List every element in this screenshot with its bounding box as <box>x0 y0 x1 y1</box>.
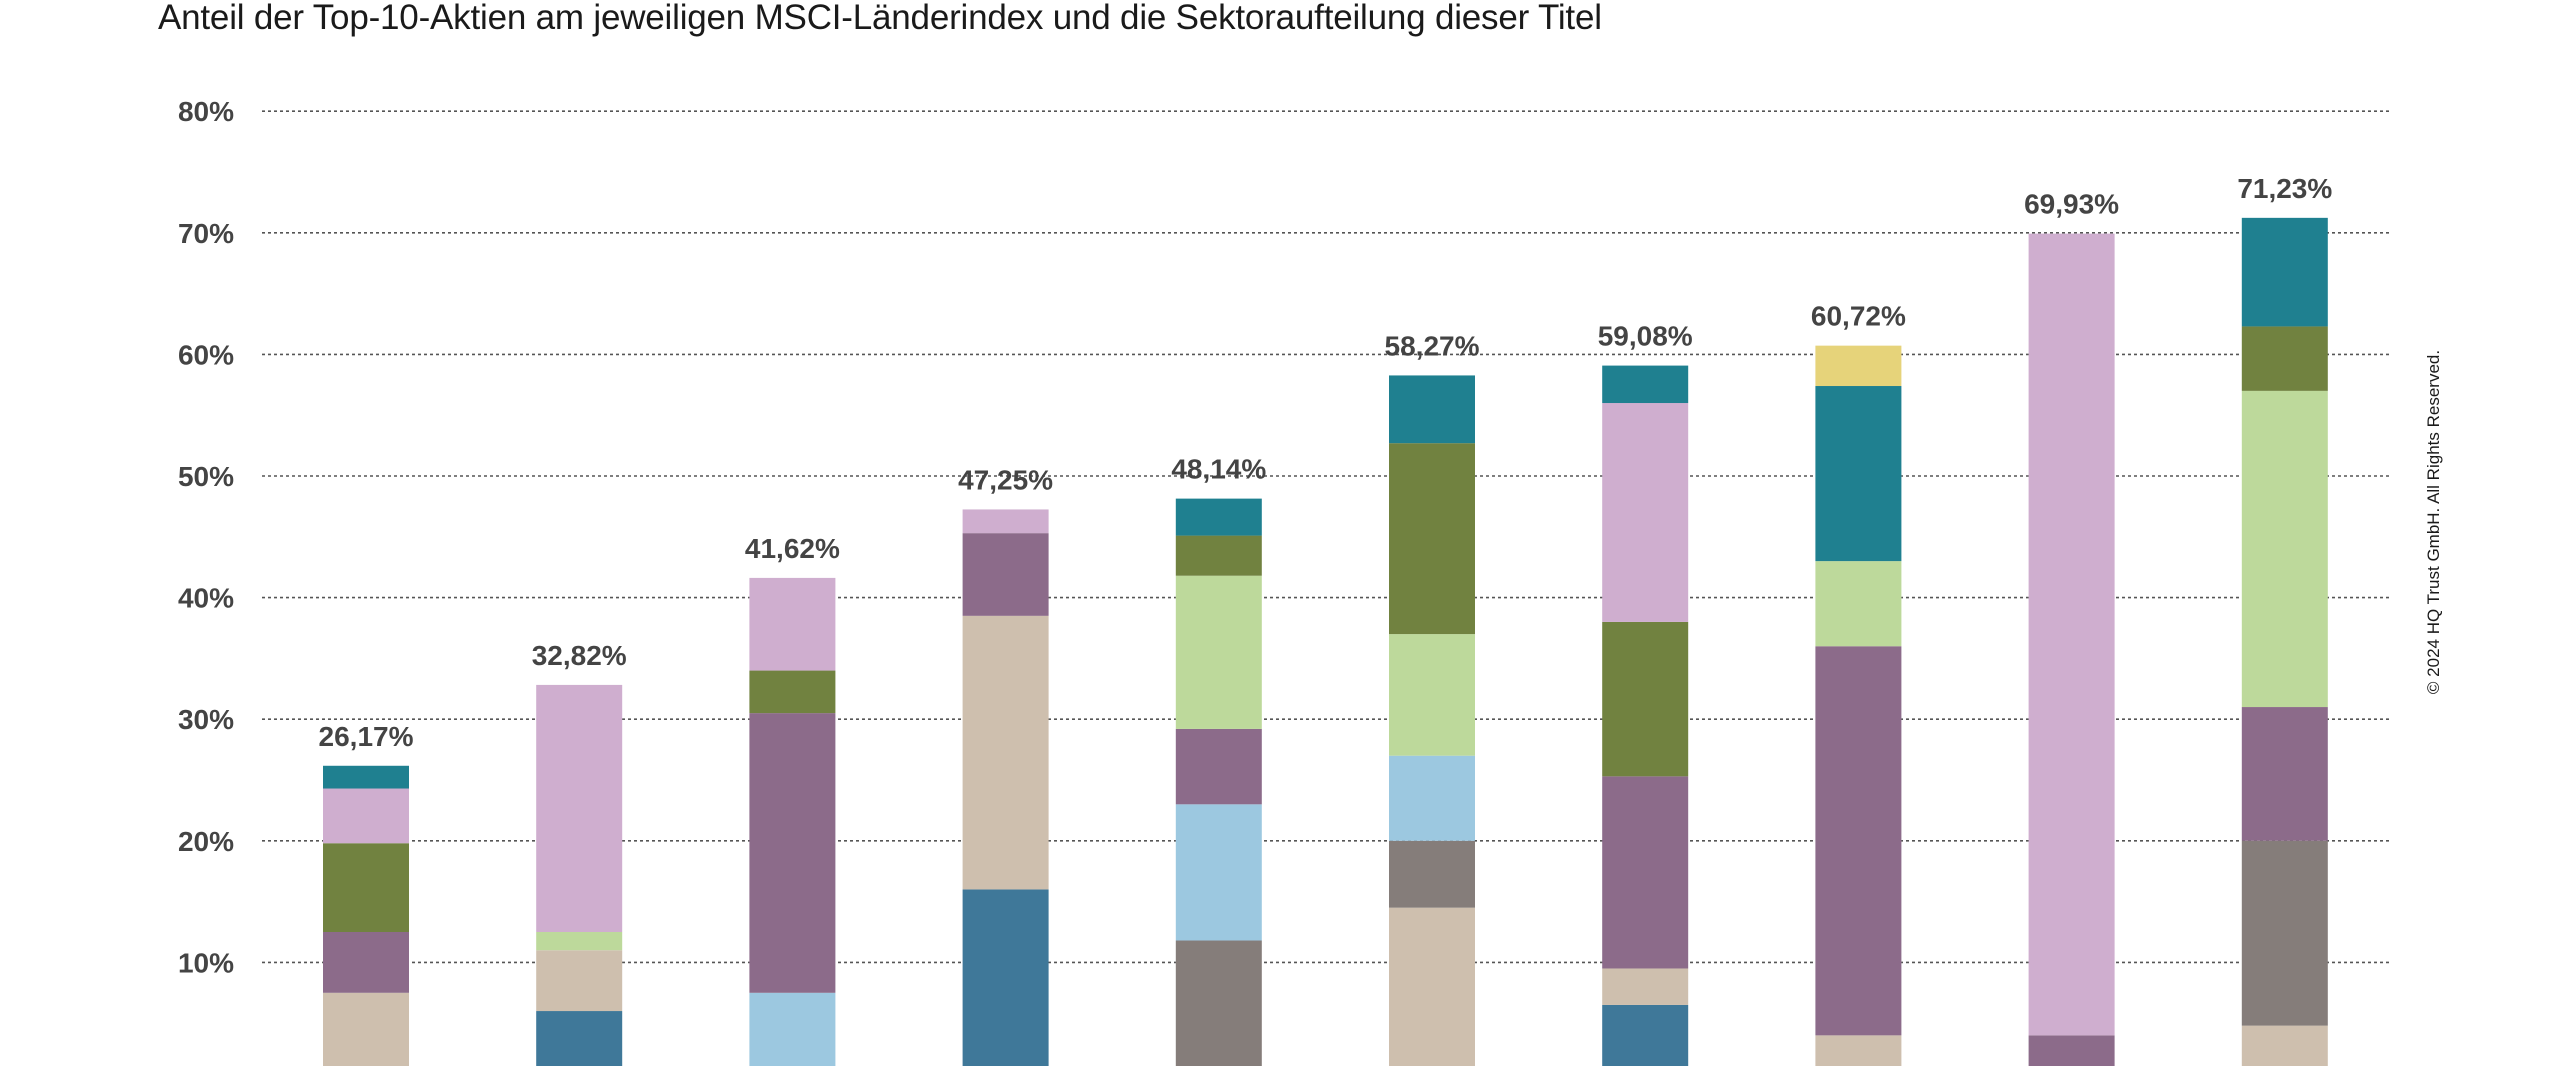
y-axis-ticks: 10% 20% 30% 40% 50% 60% 70% 80% <box>178 96 234 978</box>
bar-4 <box>962 509 1049 1066</box>
bar-3-segment-purple <box>749 713 836 993</box>
y-tick-label: 70% <box>178 218 234 249</box>
bar-3-segment-pink <box>749 577 836 671</box>
y-tick-label: 10% <box>178 947 234 978</box>
bar-10-segment-beige <box>2241 1025 2328 1066</box>
bar-8-segment-lightgreen <box>1815 561 1902 647</box>
bar-7-segment-teal <box>1602 365 1689 404</box>
bar-total-label: 47,25% <box>958 464 1053 495</box>
bar-total-label: 48,14% <box>1171 454 1266 485</box>
bar-total-label: 26,17% <box>319 721 414 752</box>
bar-2 <box>536 684 623 1066</box>
bar-6-segment-green <box>1389 443 1475 635</box>
bar-10 <box>2241 217 2328 1066</box>
bar-10-segment-teal <box>2241 217 2328 327</box>
bar-3-segment-lightblue <box>749 992 836 1066</box>
bar-4-segment-beige <box>962 615 1049 890</box>
bar-7-segment-beige <box>1602 968 1689 1005</box>
bar-5-segment-green <box>1175 535 1262 576</box>
bar-1-segment-green <box>323 843 409 932</box>
bar-total-label: 69,93% <box>2024 189 2119 220</box>
y-tick-label: 60% <box>178 339 234 370</box>
bar-8-segment-purple <box>1815 646 1902 1036</box>
bar-10-segment-lightgreen <box>2241 390 2328 708</box>
bar-6-segment-lightblue <box>1389 755 1475 841</box>
bar-4-segment-purple <box>962 533 1049 616</box>
y-tick-label: 20% <box>178 826 234 857</box>
bar-5-segment-teal <box>1175 498 1262 536</box>
bar-total-label: 71,23% <box>2237 173 2332 204</box>
bar-2-segment-pink <box>536 684 623 932</box>
bar-9 <box>2028 233 2115 1066</box>
bar-7 <box>1602 365 1689 1066</box>
bar-8 <box>1815 345 1902 1066</box>
bars <box>323 217 2328 1066</box>
bar-total-label: 41,62% <box>745 533 840 564</box>
bar-3-segment-green <box>749 670 836 714</box>
bar-total-label: 60,72% <box>1811 301 1906 332</box>
bar-total-label: 58,27% <box>1385 330 1480 361</box>
bar-8-segment-teal <box>1815 386 1902 562</box>
y-tick-label: 30% <box>178 704 234 735</box>
bar-6-segment-gray <box>1389 840 1475 908</box>
bar-5-segment-lightgreen <box>1175 575 1262 729</box>
bar-5-segment-purple <box>1175 728 1262 805</box>
bar-4-segment-pink <box>962 509 1049 534</box>
bar-1-segment-beige <box>323 992 409 1066</box>
bar-6-segment-teal <box>1389 375 1475 444</box>
y-tick-label: 80% <box>178 96 234 127</box>
bar-7-segment-purple <box>1602 776 1689 969</box>
bar-2-segment-beige <box>536 950 623 1012</box>
chart-title: Anteil der Top-10-Aktien am jeweiligen M… <box>158 0 1602 37</box>
bar-9-segment-purple <box>2028 1035 2115 1066</box>
total-labels: 26,17% 32,82% 41,62% 47,25% 48,14% 58,27% 59,0… <box>319 173 2333 752</box>
bar-8-segment-yellow <box>1815 345 1902 387</box>
bar-7-segment-pink <box>1602 403 1689 622</box>
bar-6 <box>1389 375 1475 1066</box>
bar-5-segment-lightblue <box>1175 804 1262 941</box>
bar-5 <box>1175 498 1262 1066</box>
bar-1 <box>323 765 409 1066</box>
bar-10-segment-purple <box>2241 707 2328 841</box>
bar-1-segment-teal <box>323 765 409 789</box>
bar-3 <box>749 577 836 1066</box>
bar-2-segment-lightgreen <box>536 932 623 951</box>
bar-1-segment-purple <box>323 932 409 993</box>
copyright-notice: © 2024 HQ Trust GmbH. All Rights Reserve… <box>2424 349 2443 695</box>
bar-total-label: 59,08% <box>1598 321 1693 352</box>
bar-6-segment-beige <box>1389 907 1475 1066</box>
bar-2-segment-steelblue <box>536 1011 623 1066</box>
bar-10-segment-gray <box>2241 840 2328 1026</box>
bar-1-segment-pink <box>323 788 409 844</box>
bar-6-segment-lightgreen <box>1389 634 1475 756</box>
bar-5-segment-gray <box>1175 940 1262 1066</box>
bar-total-label: 32,82% <box>532 640 627 671</box>
y-tick-label: 40% <box>178 583 234 614</box>
y-tick-label: 50% <box>178 461 234 492</box>
bar-4-segment-steelblue <box>962 889 1049 1066</box>
bar-7-segment-steelblue <box>1602 1004 1689 1066</box>
bar-8-segment-beige <box>1815 1035 1902 1066</box>
bar-7-segment-green <box>1602 621 1689 777</box>
bar-10-segment-green <box>2241 326 2328 391</box>
bar-9-segment-pink <box>2028 233 2115 1036</box>
